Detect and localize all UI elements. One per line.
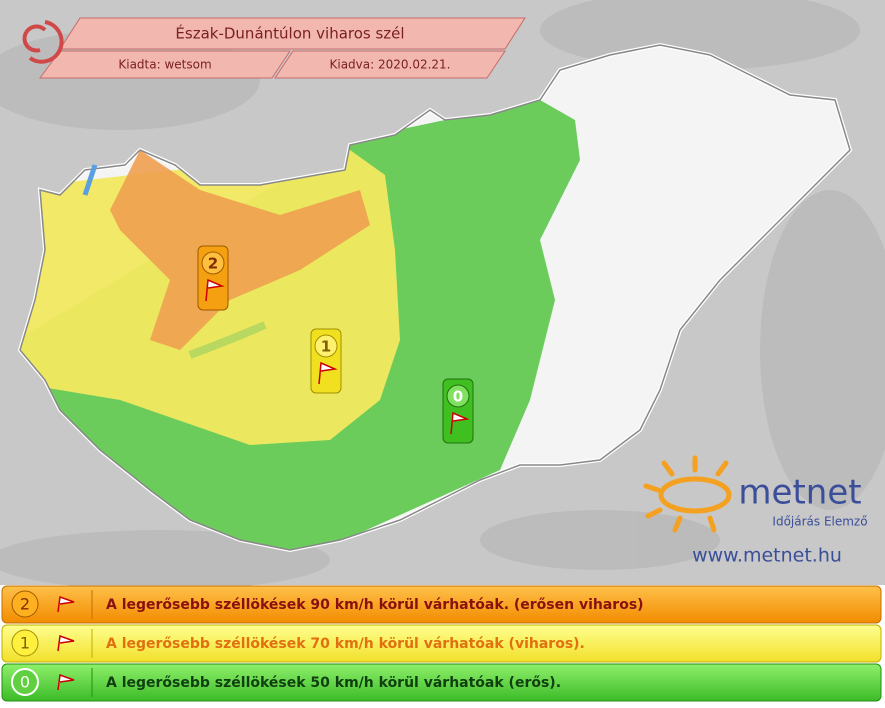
issuer: Kiadta: wetsom bbox=[118, 58, 211, 72]
marker: 0 bbox=[442, 378, 474, 444]
issued: Kiadva: 2020.02.21. bbox=[329, 58, 450, 72]
legend-text: A legerősebb széllökések 90 km/h körül v… bbox=[106, 597, 644, 613]
marker-level: 2 bbox=[208, 255, 218, 273]
logo-url: www.metnet.hu bbox=[692, 545, 842, 567]
marker-level: 0 bbox=[453, 388, 463, 406]
legend-level: 2 bbox=[20, 595, 30, 614]
legend: 2 1 0 A legerősebb széllökések 90 km/h k… bbox=[1, 585, 882, 702]
zone-2 bbox=[110, 150, 370, 350]
marker: 1 bbox=[310, 328, 342, 394]
marker-level: 1 bbox=[321, 338, 331, 356]
logo-tagline: Időjárás Elemző bbox=[772, 515, 867, 529]
marker: 2 bbox=[197, 245, 229, 311]
country bbox=[17, 42, 853, 553]
legend-text: A legerősebb széllökések 70 km/h körül v… bbox=[106, 636, 585, 652]
logo-name: metnet bbox=[738, 473, 861, 513]
legend-text: A legerősebb széllökések 50 km/h körül v… bbox=[106, 675, 561, 691]
legend-level: 0 bbox=[20, 673, 30, 692]
relief bbox=[0, 0, 885, 590]
header: Észak-Dunántúlon viharos szél Kiadta: we… bbox=[22, 17, 526, 79]
logo: metnet Időjárás Elemző www.metnet.hu bbox=[643, 455, 868, 567]
title: Észak-Dunántúlon viharos szél bbox=[175, 24, 404, 43]
legend-level: 1 bbox=[20, 634, 30, 653]
